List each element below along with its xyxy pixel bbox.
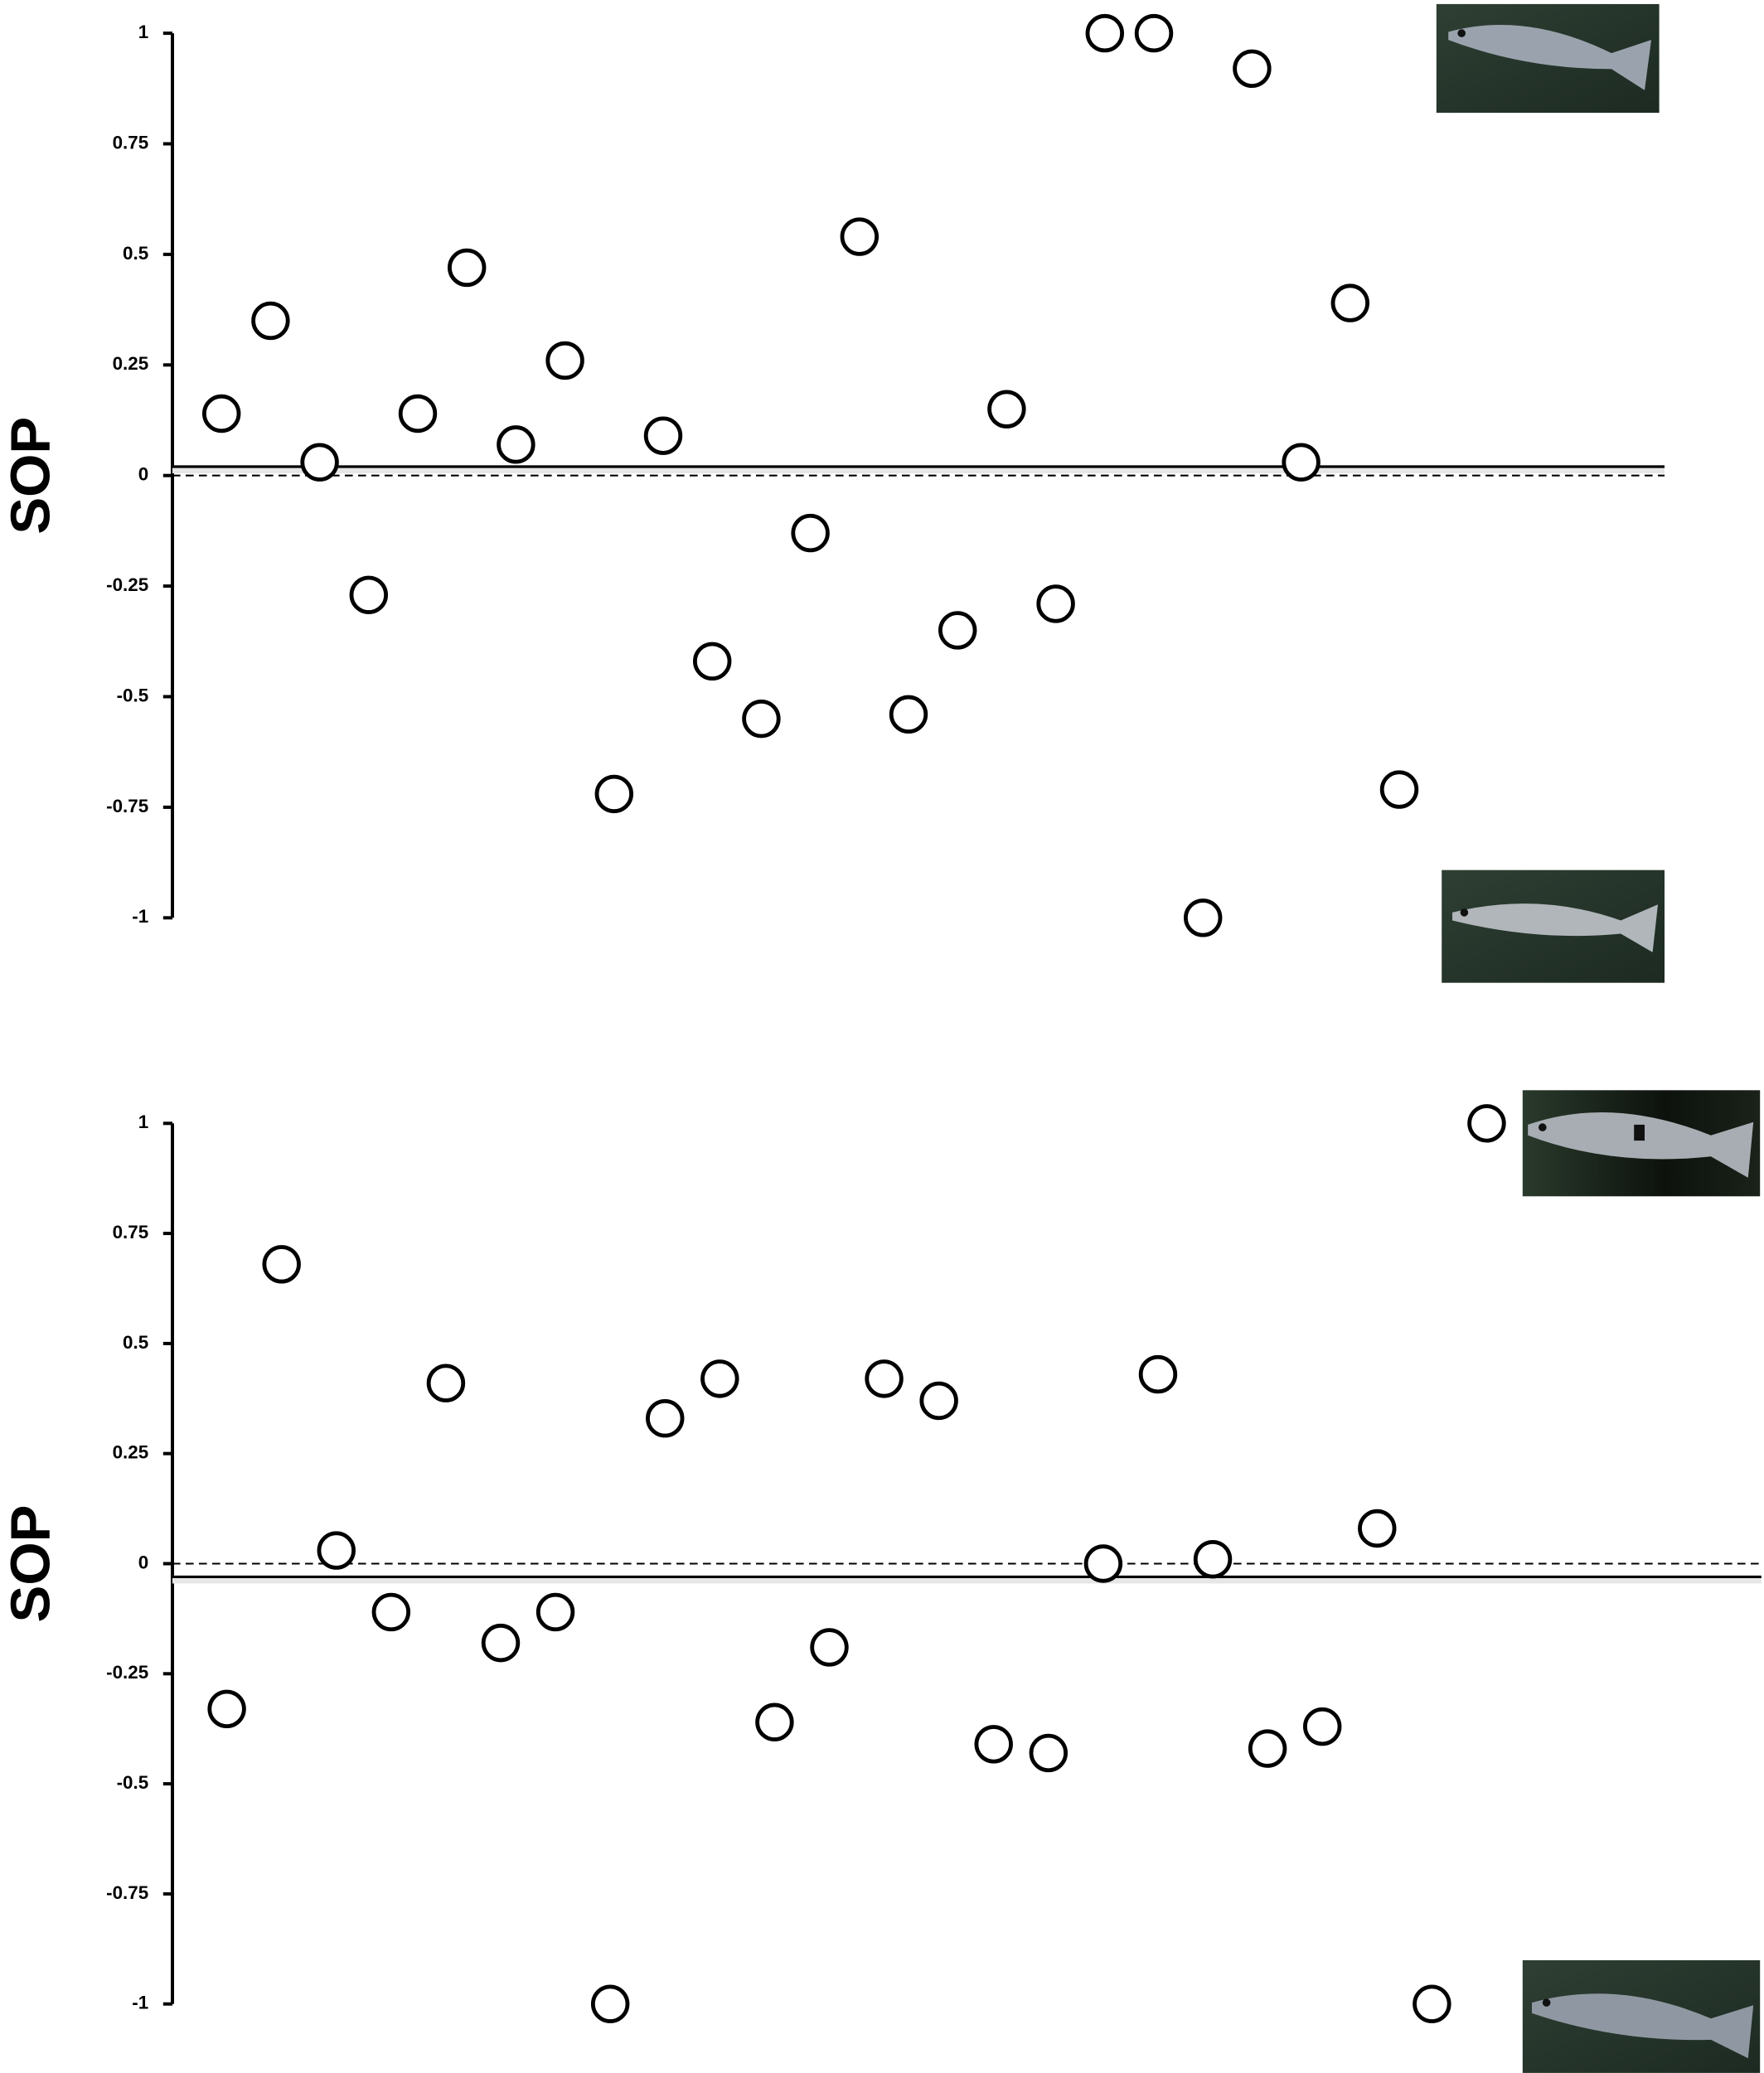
fish-photo [1436, 3, 1660, 114]
data-point [545, 341, 584, 380]
y-tick-label: -0.5 [117, 1772, 149, 1793]
data-point [840, 217, 879, 256]
y-tick-label: 0 [138, 464, 148, 485]
data-point [594, 774, 634, 814]
data-point [1029, 1733, 1069, 1773]
data-point [700, 1359, 739, 1398]
data-point [1184, 898, 1223, 937]
data-point [1413, 1984, 1451, 2023]
data-point [398, 394, 438, 433]
data-point [987, 390, 1026, 429]
data-point [317, 1531, 356, 1570]
data-point [1379, 770, 1419, 809]
data-point [646, 1399, 685, 1438]
data-point [536, 1592, 575, 1632]
data-point [643, 416, 683, 455]
y-axis-label: SOP [0, 1505, 61, 1623]
data-point [974, 1725, 1013, 1764]
y-tick-label: 0.75 [113, 1222, 149, 1242]
y-tick-label: -0.25 [106, 574, 148, 595]
data-point [1085, 13, 1125, 53]
data-point [251, 301, 290, 341]
data-point [1358, 1509, 1397, 1548]
y-tick-label: -0.25 [106, 1662, 148, 1683]
data-point [1248, 1729, 1287, 1768]
data-point [448, 248, 487, 288]
data-point [207, 1689, 246, 1728]
data-point [349, 575, 388, 614]
data-point [865, 1359, 904, 1398]
y-tick-label: 0.25 [113, 1442, 149, 1463]
data-point [371, 1592, 411, 1632]
data-point [300, 443, 339, 482]
mean-band [172, 1575, 1762, 1584]
fish-photo [1442, 869, 1665, 983]
data-point [1282, 443, 1321, 482]
y-tick-label: 0.75 [113, 132, 149, 153]
data-point [1233, 49, 1272, 88]
y-axis-label: SOP [0, 417, 61, 535]
y-tick-label: 1 [138, 1112, 148, 1132]
y-tick-label: 0 [138, 1552, 148, 1572]
data-point [202, 394, 241, 433]
data-point [1303, 1707, 1342, 1746]
data-point [590, 1984, 630, 2023]
data-point [481, 1623, 521, 1663]
data-point [1467, 1104, 1506, 1143]
data-point [497, 425, 536, 464]
data-point [742, 699, 781, 739]
data-point [1193, 1539, 1233, 1579]
data-point [426, 1363, 466, 1402]
fish-photo [1522, 1090, 1761, 1197]
y-tick-label: 0.5 [123, 243, 148, 264]
y-tick-label: -0.75 [106, 796, 148, 816]
y-tick-label: 0.25 [113, 353, 149, 374]
fish-photo [1522, 1959, 1761, 2073]
data-point [938, 611, 977, 650]
data-point [1330, 283, 1370, 322]
y-tick-label: -0.5 [117, 685, 149, 705]
data-point [755, 1702, 794, 1741]
y-tick-label: 0.5 [123, 1332, 148, 1353]
data-point [810, 1628, 849, 1667]
y-tick-label: -1 [132, 906, 148, 927]
data-point [791, 513, 830, 553]
data-point [1134, 13, 1174, 53]
data-point [262, 1245, 301, 1284]
data-point [693, 642, 732, 681]
data-point [1036, 584, 1075, 623]
mean-band [172, 465, 1665, 474]
data-point [1083, 1544, 1123, 1583]
y-tick-label: -1 [132, 1993, 148, 2013]
data-point [919, 1381, 958, 1421]
y-tick-label: -0.75 [106, 1882, 148, 1903]
y-tick-label: 1 [138, 22, 148, 42]
data-point [1138, 1354, 1178, 1394]
data-point [889, 695, 928, 734]
